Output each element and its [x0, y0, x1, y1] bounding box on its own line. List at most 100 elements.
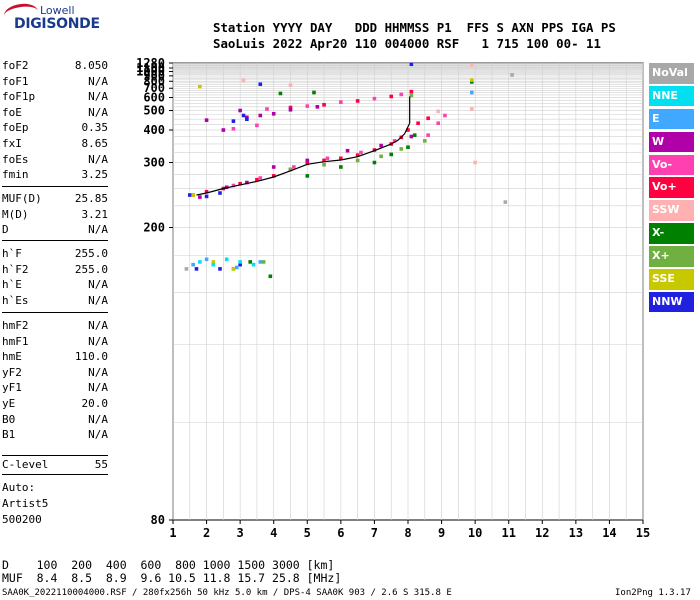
param-row: h`E N/A: [2, 278, 108, 294]
param-separator: [2, 186, 108, 187]
param-row: foF1p N/A: [2, 90, 108, 106]
data-point: [238, 181, 242, 186]
data-point: [258, 113, 263, 118]
param-value: 20.0: [81, 397, 109, 410]
param-value: 8.65: [81, 137, 109, 150]
param-row: MUF(D) 25.85: [2, 192, 108, 208]
param-name: fmin: [2, 168, 29, 182]
data-point: [379, 143, 383, 148]
y-tick-label: 300: [143, 156, 165, 170]
param-name: h`E: [2, 278, 22, 292]
distance-row: D 100 200 400 600 800 1000 1500 3000 [km…: [2, 558, 335, 572]
data-point: [231, 127, 236, 131]
data-point: [238, 260, 242, 264]
data-point: [184, 267, 189, 271]
data-point: [231, 267, 236, 271]
param-row: h`Es N/A: [2, 294, 108, 310]
legend-item: Vo+: [649, 177, 694, 198]
data-point: [312, 90, 316, 95]
data-point: [409, 89, 414, 94]
data-point: [345, 148, 350, 153]
h-f-trace: [196, 122, 411, 196]
data-point: [443, 113, 447, 118]
logo-lowell: Lowell: [40, 4, 75, 17]
data-point: [409, 62, 414, 67]
data-point: [305, 158, 310, 163]
param-row: foF2 8.050: [2, 59, 108, 75]
param-row: fxI 8.65: [2, 137, 108, 153]
data-point: [503, 200, 508, 204]
x-tick-label: 11: [501, 526, 515, 540]
param-name: fxI: [2, 137, 22, 150]
data-point: [389, 94, 394, 99]
data-point: [251, 262, 256, 267]
data-point: [409, 134, 414, 139]
legend-item: SSE: [649, 269, 694, 290]
param-row: hmF2 N/A: [2, 319, 108, 335]
data-point: [288, 83, 293, 88]
param-value: 110.0: [74, 350, 108, 364]
x-tick-label: 14: [602, 526, 616, 540]
data-point: [469, 80, 474, 84]
legend-item: Vo-: [649, 154, 694, 176]
param-row: foEp 0.35: [2, 121, 108, 137]
autoscale-line: Artist5: [2, 497, 49, 510]
param-name: foF1: [2, 74, 29, 88]
param-row: B1 N/A: [2, 428, 108, 444]
legend-item: X-: [649, 223, 694, 244]
version-label: Ion2Png 1.3.17: [615, 588, 691, 598]
x-tick-label: 8: [404, 526, 411, 540]
param-row: foF1 N/A: [2, 75, 108, 91]
data-point: [426, 116, 430, 121]
param-row: foE N/A: [2, 106, 108, 122]
legend-item: NNW: [649, 291, 694, 313]
data-point: [469, 63, 474, 67]
legend-item: NNE: [649, 85, 694, 107]
data-point: [305, 104, 310, 108]
muf-row: MUF 8.4 8.5 8.9 9.6 10.5 11.8 15.7 25.8 …: [2, 571, 342, 585]
param-value: 25.85: [74, 192, 108, 205]
param-separator: [2, 312, 108, 313]
data-point: [322, 158, 326, 163]
param-row: yE 20.0: [2, 397, 108, 413]
data-point: [231, 183, 236, 188]
logo-digisonde: DIGISONDE: [14, 16, 100, 32]
legend-item: W: [649, 131, 694, 153]
data-point: [339, 100, 343, 104]
param-row: hmE 110.0: [2, 350, 108, 366]
param-name: foF1p: [2, 90, 36, 104]
x-tick-label: 13: [569, 526, 583, 540]
x-tick-label: 10: [468, 526, 482, 540]
data-point: [399, 92, 404, 97]
data-point: [258, 176, 263, 180]
param-value: 8.050: [74, 59, 108, 72]
param-row: yF2 N/A: [2, 366, 108, 382]
polarization-legend: NoVal NNE E W Vo- Vo+ SSW X- X+ SSE NNW: [649, 63, 694, 315]
x-tick-label: 7: [371, 526, 378, 540]
param-value: 255.0: [74, 247, 108, 260]
x-tick-label: 12: [535, 526, 549, 540]
header-row-labels: Station YYYY DAY DDD HHMMSS P1 FFS S AXN…: [213, 20, 616, 35]
data-point: [198, 84, 202, 89]
data-point: [406, 128, 410, 132]
data-point: [469, 107, 474, 111]
data-point: [305, 174, 310, 178]
data-point: [198, 260, 202, 264]
data-point: [278, 91, 283, 96]
param-value: 3.21: [81, 207, 109, 221]
param-name: D: [2, 223, 9, 237]
data-point: [204, 257, 209, 262]
legend-item: SSW: [649, 200, 694, 221]
param-name: B0: [2, 412, 16, 426]
param-value: 255.0: [74, 262, 108, 276]
data-point: [218, 191, 222, 195]
y-tick-label: 500: [143, 104, 165, 118]
param-name: yF1: [2, 381, 22, 395]
clevel-name: C-level: [2, 458, 49, 471]
x-tick-label: 1: [169, 526, 176, 540]
y-tick-label: 700: [143, 81, 165, 95]
data-point: [238, 108, 242, 113]
y-tick-label: 80: [151, 513, 165, 527]
data-point: [271, 174, 276, 178]
x-tick-label: 15: [636, 526, 650, 540]
